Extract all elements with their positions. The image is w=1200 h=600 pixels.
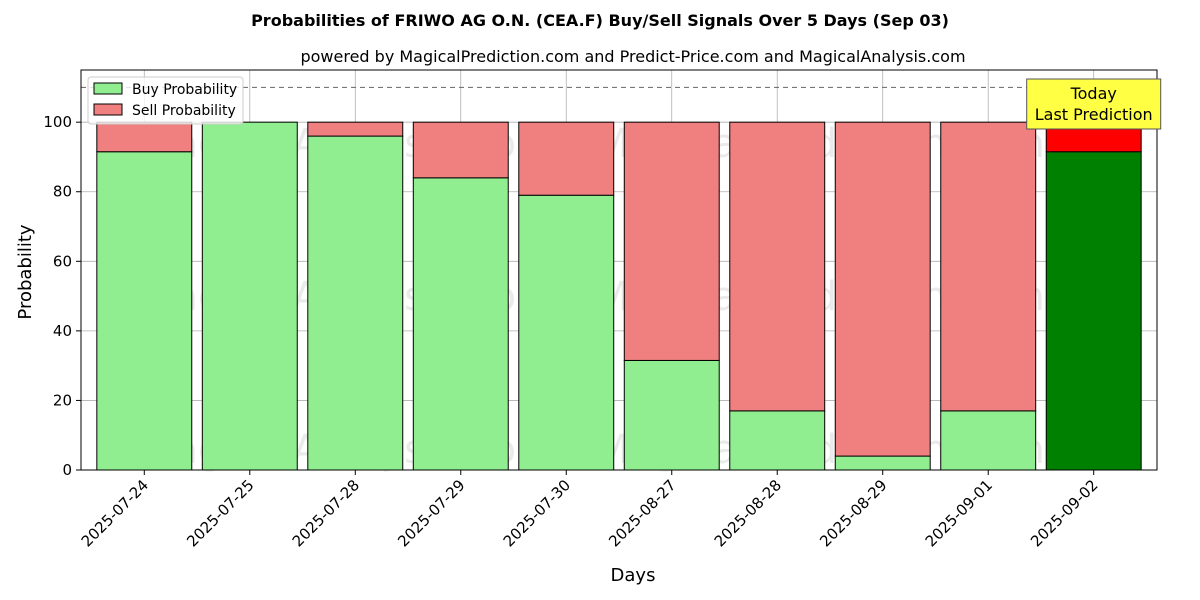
chart-subtitle: powered by MagicalPrediction.com and Pre… bbox=[300, 47, 965, 66]
x-tick-label: 2025-08-28 bbox=[711, 476, 785, 550]
sell-bar bbox=[623, 121, 720, 361]
buy-bar bbox=[623, 359, 720, 471]
buy-bar bbox=[940, 410, 1037, 471]
y-tick-label: 40 bbox=[53, 322, 72, 340]
buy-bar bbox=[307, 135, 404, 471]
sell-bar bbox=[518, 121, 615, 196]
annotation-line-1: Today bbox=[1070, 84, 1117, 103]
chart-title: Probabilities of FRIWO AG O.N. (CEA.F) B… bbox=[251, 11, 949, 30]
x-tick-label: 2025-09-02 bbox=[1027, 476, 1101, 550]
legend-label-buy: Buy Probability bbox=[132, 82, 237, 98]
buy-bar bbox=[1045, 151, 1142, 471]
sell-bar bbox=[307, 121, 404, 137]
sell-bar bbox=[96, 121, 193, 153]
x-tick-label: 2025-07-30 bbox=[500, 476, 574, 550]
y-tick-label: 60 bbox=[53, 252, 72, 270]
y-axis: 0 20 40 60 80 100 bbox=[43, 113, 81, 479]
buy-bar bbox=[518, 194, 615, 471]
legend-frame bbox=[87, 76, 244, 125]
x-tick-label: 2025-08-27 bbox=[605, 476, 679, 550]
plot-frame bbox=[80, 69, 1158, 471]
annotation-line-2: Last Prediction bbox=[1035, 105, 1153, 124]
sell-bar bbox=[729, 121, 826, 412]
x-tick-label: 2025-09-01 bbox=[922, 476, 996, 550]
buy-bar bbox=[834, 455, 931, 471]
x-tick-label: 2025-07-25 bbox=[183, 476, 257, 550]
x-axis-label: Days bbox=[611, 565, 656, 586]
x-tick-label: 2025-08-29 bbox=[816, 476, 890, 550]
buy-bar bbox=[729, 410, 826, 471]
y-tick-label: 80 bbox=[53, 183, 72, 201]
buy-bar bbox=[96, 151, 193, 471]
x-axis: 2025-07-24 2025-07-25 2025-07-28 2025-07-29… bbox=[78, 470, 1102, 550]
x-tick-label: 2025-07-24 bbox=[78, 476, 152, 550]
bars bbox=[96, 121, 1142, 471]
sell-bar bbox=[412, 121, 509, 179]
sell-bar bbox=[940, 121, 1037, 412]
y-axis-label: Probability bbox=[15, 224, 36, 319]
legend-swatch-sell bbox=[93, 103, 123, 116]
x-tick-label: 2025-07-29 bbox=[394, 476, 468, 550]
legend-swatch-buy bbox=[93, 82, 123, 95]
buy-bar bbox=[201, 121, 298, 471]
legend: Buy Probability Sell Probability bbox=[87, 76, 244, 125]
buy-bar bbox=[412, 177, 509, 471]
today-annotation: Today Last Prediction bbox=[1026, 78, 1162, 130]
y-tick-label: 0 bbox=[62, 461, 72, 479]
legend-label-sell: Sell Probability bbox=[132, 103, 236, 119]
y-tick-label: 20 bbox=[53, 391, 72, 409]
sell-bar bbox=[834, 121, 931, 457]
y-tick-label: 100 bbox=[43, 113, 72, 131]
x-tick-label: 2025-07-28 bbox=[289, 476, 363, 550]
annotation-box bbox=[1026, 78, 1162, 130]
